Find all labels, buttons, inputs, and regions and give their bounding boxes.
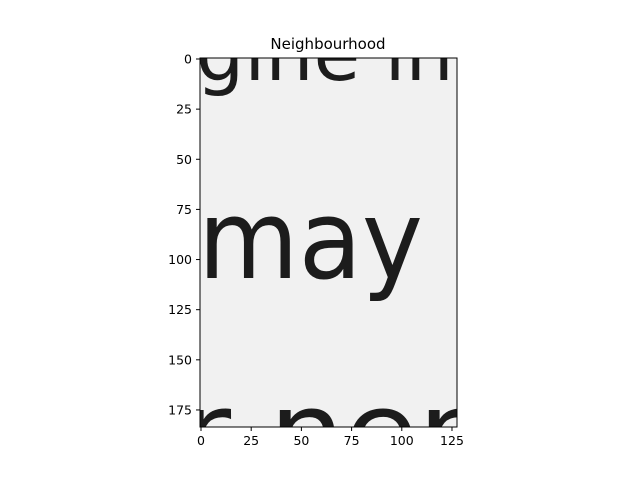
x-tick-label: 25 — [243, 433, 259, 448]
y-tick-label: 100 — [168, 252, 192, 267]
image-text-line-may: may — [198, 176, 423, 304]
image-text-line-top: gine inc — [196, 9, 496, 98]
x-tick-label: 75 — [344, 433, 360, 448]
y-tick-label: 50 — [176, 152, 192, 167]
y-tick-label: 125 — [168, 302, 192, 317]
y-tick-label: 0 — [184, 52, 192, 67]
y-tick-label: 175 — [168, 402, 192, 417]
y-tick-label: 25 — [176, 102, 192, 117]
x-tick-label: 100 — [390, 433, 414, 448]
image-text-line-bottom: r ner — [182, 368, 468, 480]
y-tick-label: 150 — [168, 352, 192, 367]
y-axis: 0 25 50 75 100 125 150 175 — [168, 52, 200, 417]
x-tick-label: 125 — [440, 433, 464, 448]
x-axis: 0 25 50 75 100 125 — [197, 427, 464, 448]
axes-frame — [199, 57, 458, 428]
image-area: gine inc may r ner — [182, 9, 496, 480]
x-tick-label: 50 — [293, 433, 309, 448]
image-background — [200, 58, 457, 427]
y-tick-label: 75 — [176, 202, 192, 217]
chart-title: Neighbourhood — [270, 35, 385, 53]
x-tick-label: 0 — [197, 433, 205, 448]
